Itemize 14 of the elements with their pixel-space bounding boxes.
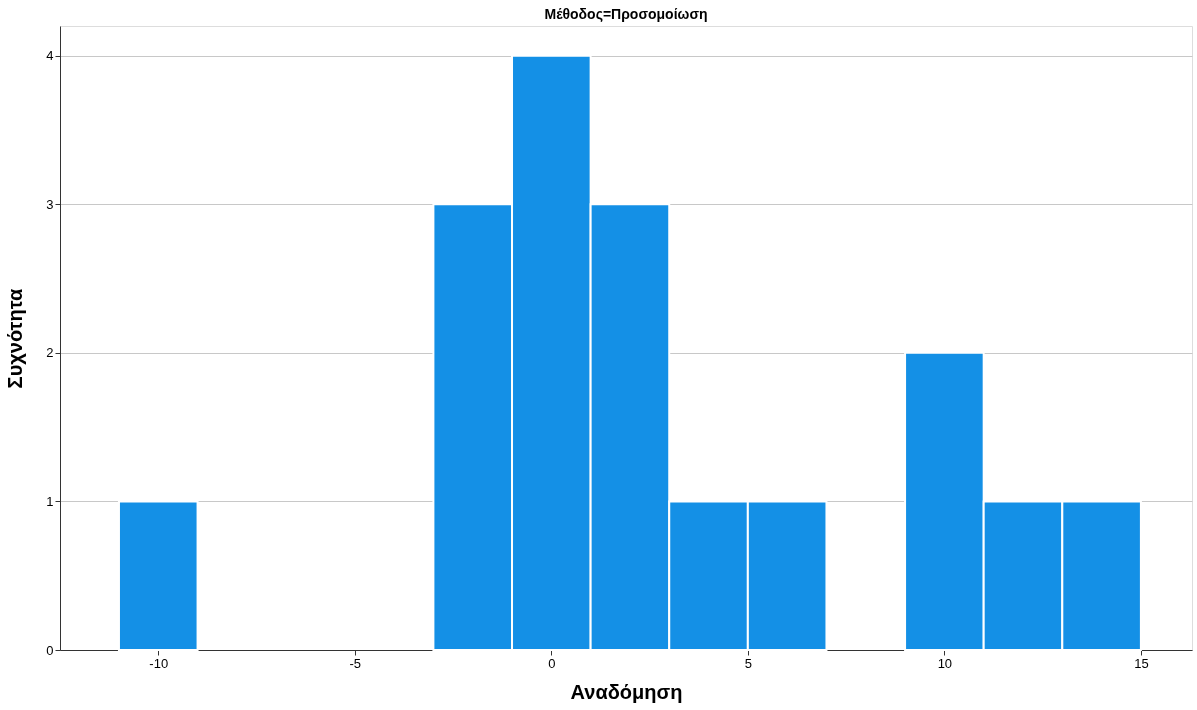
y-tick-label: 1 [46,493,54,509]
x-axis-title: Αναδόμηση [570,680,683,703]
y-tick-label: 3 [46,196,54,212]
y-tick-label: 0 [46,642,54,658]
x-tick-label: 5 [744,655,752,671]
x-tick-label: 10 [937,655,953,671]
x-tick-label: -5 [349,655,362,671]
y-tick-label: 2 [46,345,54,361]
chart-title: Μέθοδος=Προσομοίωση [544,6,708,22]
x-tick-label: -10 [149,655,169,671]
x-tick-label: 0 [548,655,556,671]
x-tick-label: 15 [1134,655,1149,671]
y-axis-title: Συχνότητα [4,287,27,389]
y-tick-label: 4 [46,48,54,64]
